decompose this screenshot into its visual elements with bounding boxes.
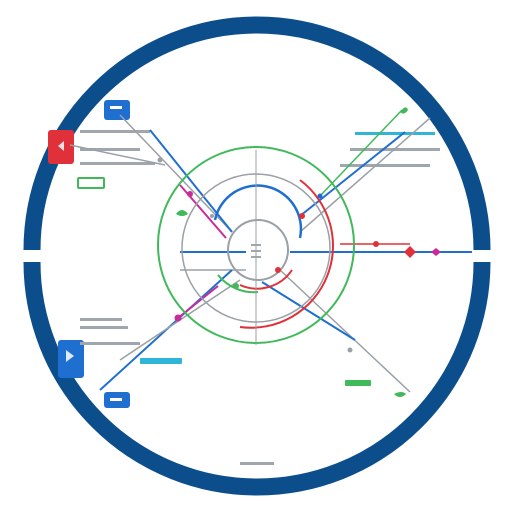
ring-red-inner-arc xyxy=(239,269,293,290)
leaf-icon-top-right xyxy=(400,107,408,114)
connector-top-right-grey xyxy=(299,117,431,233)
node-red-left[interactable] xyxy=(373,241,379,247)
label-bar-bottom-left-1 xyxy=(80,318,122,321)
blue-bottom-badge-bar xyxy=(110,398,122,401)
label-bar-top-right-3 xyxy=(340,164,430,167)
ring-grey-inner xyxy=(227,219,289,281)
hub-mark-2 xyxy=(251,250,261,252)
node-green-center[interactable] xyxy=(233,283,239,289)
node-red-mid[interactable] xyxy=(299,213,305,219)
blue-top-badge[interactable] xyxy=(104,100,130,120)
connector-bottom-right-grey xyxy=(279,269,411,393)
outer-ring-top-arc xyxy=(23,16,491,251)
node-magenta-top[interactable] xyxy=(187,191,193,197)
ring-red-arc xyxy=(239,179,334,329)
label-bar-top-left-3 xyxy=(80,162,155,165)
label-bar-top-right-1 xyxy=(355,132,435,135)
connector-bottom-left-magenta xyxy=(177,285,219,319)
node-grey-top-left[interactable] xyxy=(210,214,214,218)
hub-mark-1 xyxy=(251,244,261,246)
blue-edge-tab[interactable] xyxy=(58,340,84,378)
diamond-marker-right[interactable] xyxy=(431,248,441,256)
connector-red-tab xyxy=(69,144,166,166)
connector-top-left xyxy=(119,114,233,233)
connector-bottom-right-blue xyxy=(261,281,356,341)
center-hub xyxy=(251,244,261,258)
hub-mark-3 xyxy=(251,256,261,258)
node-markers xyxy=(157,107,441,397)
connector-top-left-magenta xyxy=(179,184,227,239)
diamond-marker-icon[interactable] xyxy=(404,246,416,258)
connector-top-right-green xyxy=(319,109,403,197)
green-tag-bottom-right xyxy=(345,380,371,386)
connector-top-left-blue xyxy=(149,129,233,233)
leaf-icon xyxy=(176,210,188,216)
label-bars xyxy=(77,130,440,465)
label-bar-bottom-left-3 xyxy=(80,342,140,345)
cyan-tag xyxy=(140,358,182,364)
outer-ring-bottom-arc xyxy=(23,261,491,496)
label-bar-bottom-center xyxy=(240,462,274,465)
label-bar-top-left-1 xyxy=(80,130,150,133)
blue-marker-icon xyxy=(66,350,74,362)
leaf-icon-bottom-right xyxy=(394,392,406,397)
ring-blue-arc xyxy=(213,184,303,239)
node-red-center[interactable] xyxy=(275,267,281,273)
green-tag xyxy=(77,177,105,189)
node-blue-top-right[interactable] xyxy=(317,193,323,199)
center-rings xyxy=(157,146,355,345)
ring-badges xyxy=(48,100,130,408)
node-grey-bottom[interactable] xyxy=(347,347,353,353)
blue-top-badge-bar xyxy=(110,106,122,109)
node-grey-top[interactable] xyxy=(157,157,163,163)
label-bar-bottom-left-2 xyxy=(80,326,128,329)
node-magenta-left[interactable] xyxy=(174,314,182,322)
red-marker-icon xyxy=(58,141,64,151)
label-bar-top-left-2 xyxy=(80,148,140,151)
connector-top-right-blue xyxy=(299,131,406,217)
